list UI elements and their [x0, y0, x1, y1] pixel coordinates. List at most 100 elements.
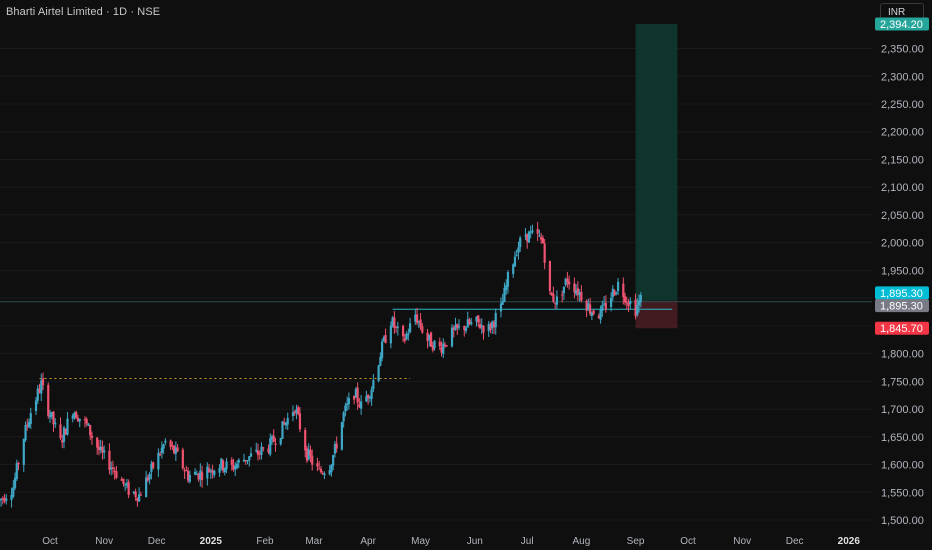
price-tag-label: 2,394.20	[880, 19, 923, 31]
candle-body	[517, 247, 520, 253]
x-tick-label: May	[411, 536, 430, 547]
candle-body	[12, 487, 15, 497]
candle-body	[415, 314, 419, 323]
x-tick-label: Oct	[680, 536, 696, 547]
candle-body	[164, 440, 167, 443]
candle-body	[272, 435, 275, 442]
candle-body	[330, 464, 333, 473]
candle-body	[200, 472, 204, 481]
candle-body	[328, 470, 331, 475]
candle-body	[323, 473, 326, 476]
candle-body	[38, 389, 41, 393]
candle-body	[225, 461, 228, 470]
candle-body	[221, 460, 225, 471]
candle-body	[466, 319, 469, 328]
candle-body	[283, 422, 286, 425]
candle-body	[347, 398, 350, 405]
price-tag-box	[875, 299, 929, 313]
candle-body	[176, 447, 179, 452]
candle-body	[636, 305, 639, 315]
candle-body	[220, 458, 223, 468]
candle-body	[550, 292, 553, 296]
candle-body	[615, 292, 618, 294]
candle-body	[61, 440, 64, 443]
candle-body	[332, 455, 335, 466]
candle-body	[333, 444, 337, 454]
candle-body	[24, 425, 27, 441]
candle-body	[487, 323, 490, 331]
y-tick-label: 2,100.00	[881, 182, 924, 194]
candle-body	[83, 418, 87, 421]
candle-body	[573, 283, 576, 293]
candle-body	[197, 473, 200, 480]
candle-body	[125, 483, 129, 486]
candle-body	[297, 407, 300, 415]
x-tick-label: Oct	[42, 536, 58, 547]
candle-body	[575, 290, 578, 294]
candle-body	[513, 256, 517, 267]
candle-body	[22, 438, 25, 465]
candle-body	[209, 470, 212, 472]
candle-body	[391, 317, 394, 327]
candle-body	[174, 447, 177, 454]
candle-body	[625, 302, 628, 304]
x-tick-label: Sep	[627, 536, 645, 547]
candle-body	[417, 321, 420, 323]
candle-body	[262, 447, 265, 449]
candle-body	[505, 285, 508, 290]
candle-body	[370, 389, 373, 399]
target-zone	[635, 24, 678, 301]
x-tick-label: Jul	[521, 536, 534, 547]
candle-body	[519, 237, 522, 248]
y-tick-label: 1,600.00	[881, 460, 924, 472]
candle-body	[353, 395, 356, 400]
y-tick-label: 2,350.00	[881, 44, 924, 56]
candle-body	[122, 478, 125, 484]
y-axis: 1,500.00 1,550.00 1,600.00 1,650.00 1,700.00…	[881, 44, 924, 527]
candle-body	[372, 379, 375, 390]
candle-body	[34, 400, 38, 412]
candle-body	[526, 233, 529, 242]
candle-body	[489, 324, 492, 330]
candle-body	[382, 337, 385, 341]
candle-body	[171, 445, 174, 447]
candle-body	[360, 401, 363, 409]
candle-body	[604, 302, 607, 310]
y-grid	[0, 48, 872, 521]
candle-body	[101, 446, 104, 453]
candle-body	[152, 462, 155, 468]
y-tick-label: 2,050.00	[881, 210, 924, 222]
candle-body	[611, 288, 614, 297]
candle-body	[428, 334, 431, 340]
candle-body	[207, 468, 211, 473]
candle-body	[66, 418, 69, 435]
candle-body	[111, 467, 115, 469]
candle-body	[47, 384, 50, 416]
candle-body	[501, 301, 504, 305]
candle-body	[0, 498, 3, 500]
candle-body	[269, 438, 272, 455]
candle-body	[389, 325, 392, 344]
candle-body	[589, 304, 592, 314]
candle-body	[442, 343, 445, 354]
candle-body	[379, 356, 382, 367]
candle-body	[464, 327, 468, 332]
candle-body	[419, 319, 422, 327]
candle-body	[426, 332, 429, 342]
candle-body	[627, 302, 630, 307]
candle-body	[96, 437, 99, 448]
candle-body	[499, 303, 503, 312]
candle-body	[531, 230, 534, 233]
candle-body	[134, 491, 137, 498]
stop-zone	[635, 300, 678, 329]
candle-body	[616, 281, 620, 292]
position-zones	[635, 24, 678, 329]
candle-body	[230, 459, 233, 465]
candle-body	[307, 449, 310, 460]
price-tag-label: 1,895.30	[880, 288, 923, 300]
candle-body	[237, 459, 240, 463]
candle-body	[468, 319, 471, 325]
candle-body	[52, 411, 55, 425]
candle-body	[457, 326, 461, 328]
